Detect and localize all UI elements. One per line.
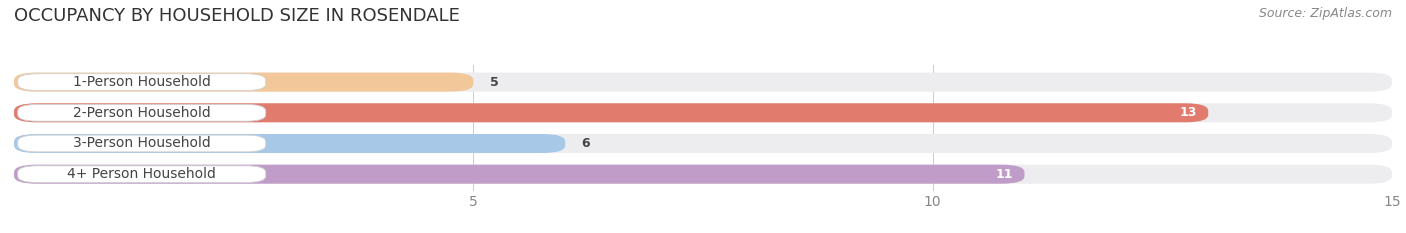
FancyBboxPatch shape (14, 103, 1392, 122)
FancyBboxPatch shape (18, 104, 266, 121)
FancyBboxPatch shape (14, 165, 1392, 184)
Text: 13: 13 (1180, 106, 1197, 119)
FancyBboxPatch shape (14, 103, 1208, 122)
Text: 1-Person Household: 1-Person Household (73, 75, 211, 89)
FancyBboxPatch shape (14, 73, 1392, 92)
FancyBboxPatch shape (14, 165, 1025, 184)
Text: 3-Person Household: 3-Person Household (73, 137, 211, 151)
FancyBboxPatch shape (14, 134, 565, 153)
Text: Source: ZipAtlas.com: Source: ZipAtlas.com (1258, 7, 1392, 20)
Text: 11: 11 (995, 168, 1014, 181)
Text: 5: 5 (489, 76, 499, 89)
Text: 4+ Person Household: 4+ Person Household (67, 167, 217, 181)
FancyBboxPatch shape (18, 74, 266, 90)
FancyBboxPatch shape (14, 73, 474, 92)
Text: 6: 6 (582, 137, 591, 150)
Text: OCCUPANCY BY HOUSEHOLD SIZE IN ROSENDALE: OCCUPANCY BY HOUSEHOLD SIZE IN ROSENDALE (14, 7, 460, 25)
FancyBboxPatch shape (18, 135, 266, 152)
Text: 2-Person Household: 2-Person Household (73, 106, 211, 120)
FancyBboxPatch shape (18, 166, 266, 182)
FancyBboxPatch shape (14, 134, 1392, 153)
